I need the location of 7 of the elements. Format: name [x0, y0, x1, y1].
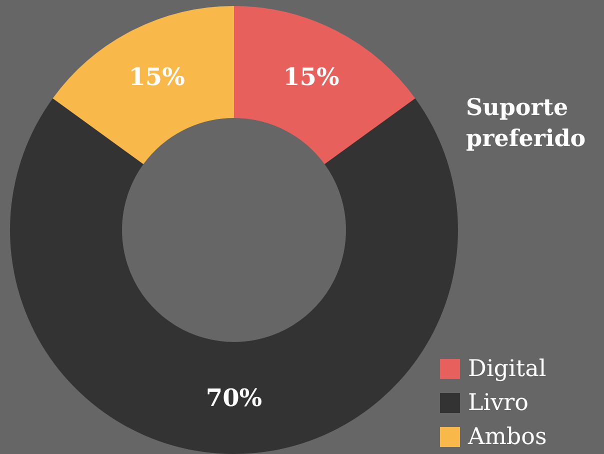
- data-label: 15%: [128, 62, 186, 91]
- data-label: 15%: [283, 62, 340, 91]
- legend-label: Digital: [468, 355, 546, 384]
- legend-label: Ambos: [468, 423, 547, 452]
- data-label: 70%: [206, 383, 262, 412]
- text: Suporte preferido: [466, 93, 587, 154]
- legend-label: Livro: [468, 389, 528, 418]
